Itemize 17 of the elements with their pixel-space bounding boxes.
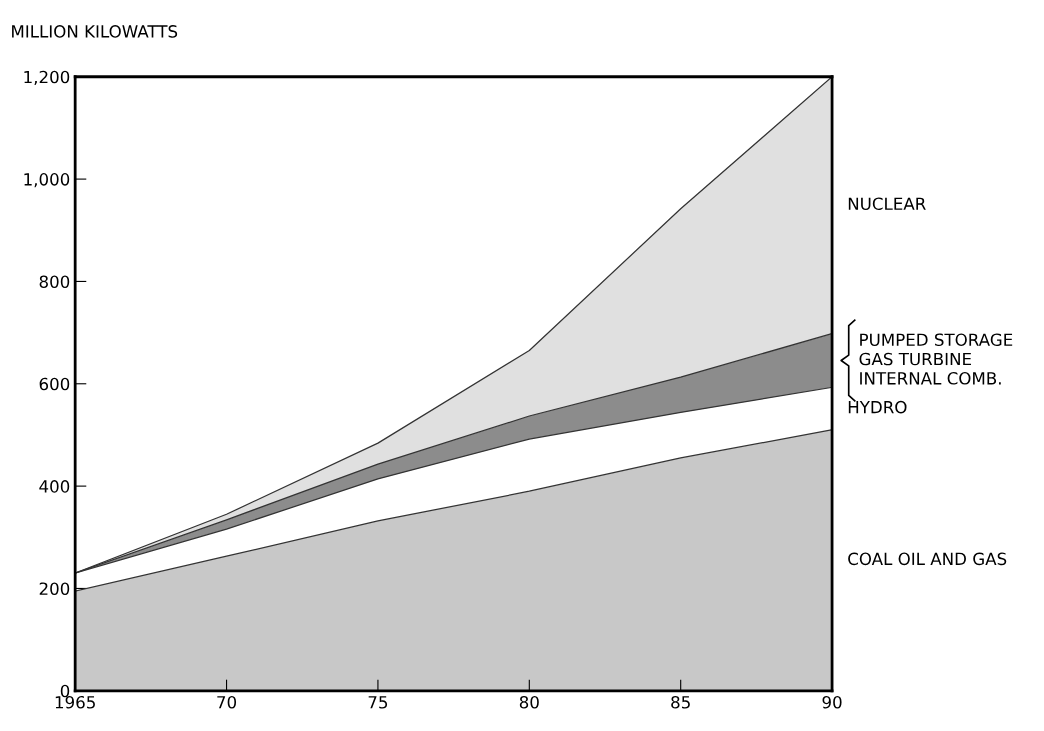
series-label: PUMPED STORAGE GAS TURBINE INTERNAL COMB.: [859, 333, 1013, 385]
x-tick-label: 85: [671, 695, 690, 709]
x-tick-label: 80: [519, 695, 539, 709]
y-tick-label: 200: [39, 582, 70, 596]
x-tick-label: 75: [368, 696, 388, 709]
x-tick-label: 1965: [55, 695, 95, 709]
x-tick-label: 90: [822, 695, 842, 709]
y-axis-title: MILLION KILOWATTS: [12, 25, 178, 38]
series-label: NUCLEAR: [848, 197, 926, 211]
x-tick-label: 70: [217, 695, 237, 709]
y-tick-label: 800: [39, 275, 70, 288]
y-tick-label: 1,200: [24, 70, 70, 86]
y-tick-label: 600: [39, 377, 70, 391]
series-label: HYDRO: [848, 400, 907, 414]
y-tick-label: 400: [39, 480, 70, 493]
series-label: COAL OIL AND GAS: [848, 552, 1007, 566]
y-tick-label: 1,000: [24, 173, 70, 188]
